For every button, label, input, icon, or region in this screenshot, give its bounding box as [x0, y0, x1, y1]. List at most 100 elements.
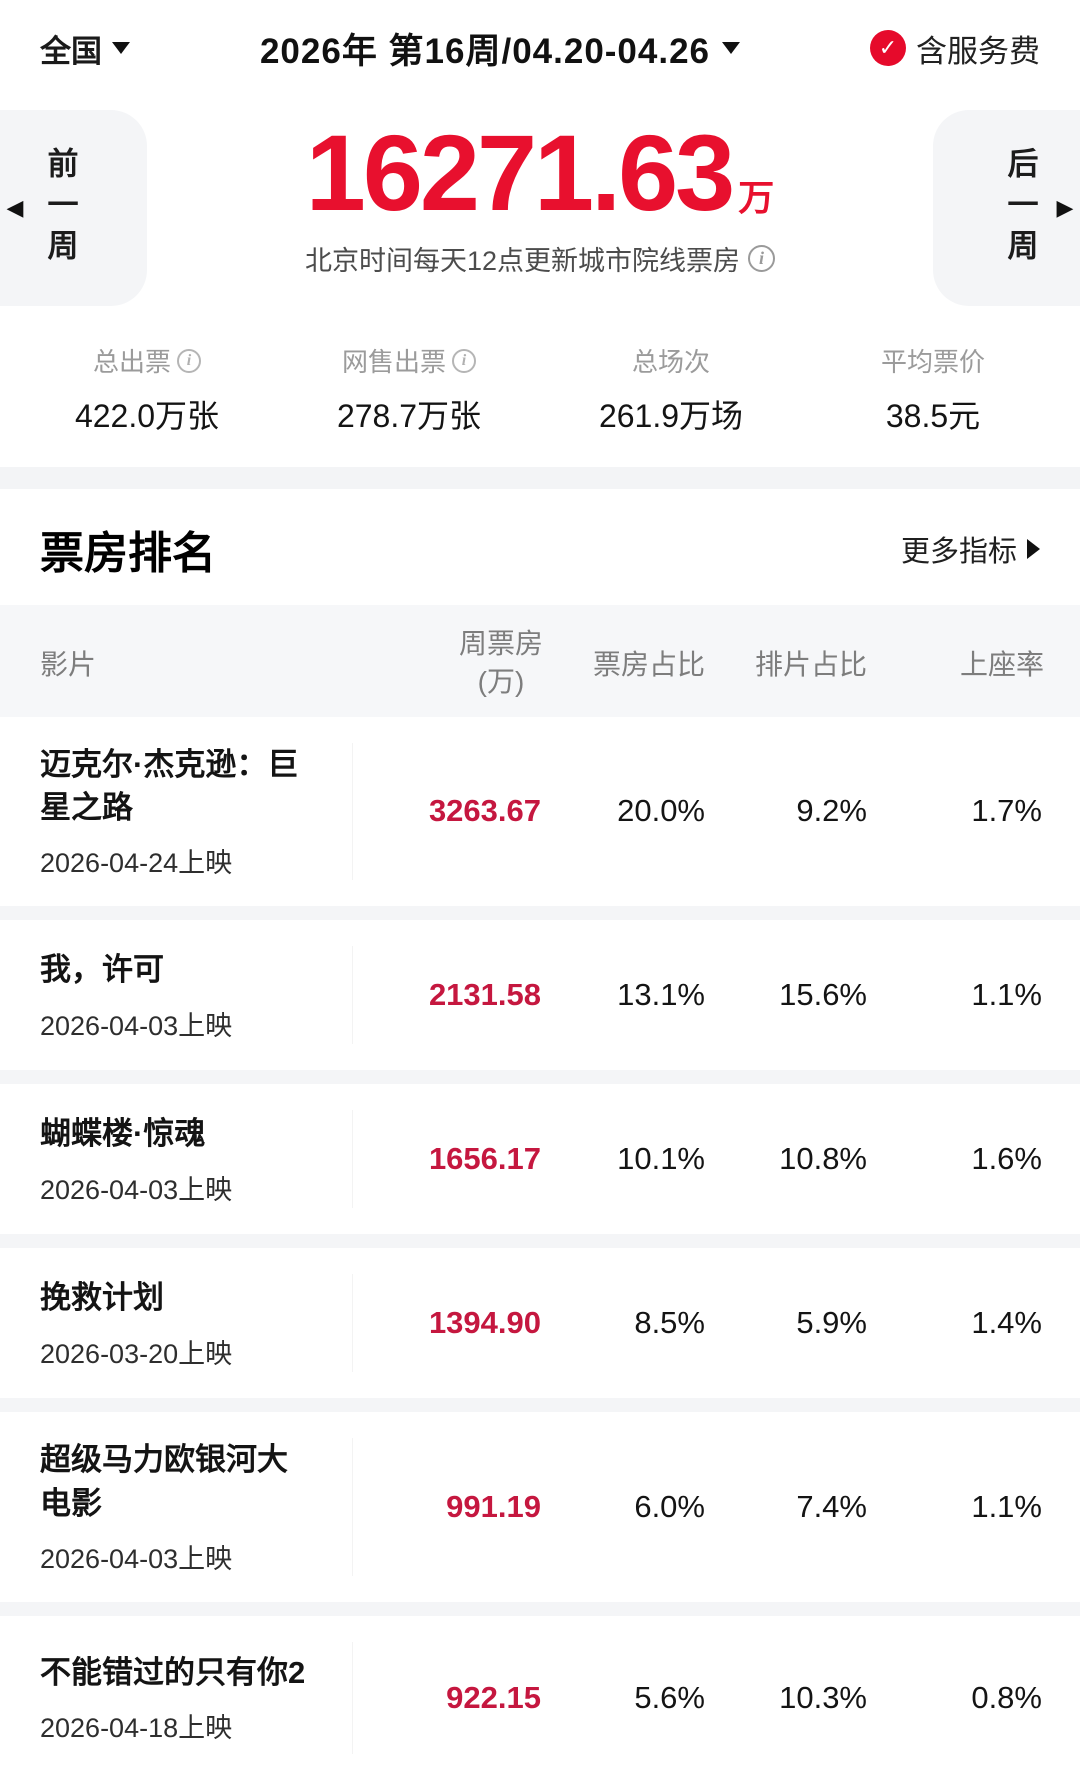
stat-label-text: 平均票价 — [880, 347, 985, 377]
week-title: 2026年 第16周/04.20-04.26 — [259, 31, 711, 71]
ranking-header: 票房排名 更多指标 — [0, 489, 1080, 605]
column-header-week-box-label: 周票房 — [458, 628, 543, 659]
more-indicators-button[interactable]: 更多指标 — [901, 528, 1040, 570]
film-title: 不能错过的只有你2 — [40, 1654, 306, 1690]
film-cell: 不能错过的只有你2 2026-04-18上映 — [0, 1642, 353, 1755]
attendance-value: 1.1% — [971, 977, 1042, 1013]
movie-row[interactable]: 挽救计划 2026-03-20上映 1394.90 8.5% 5.9% 1.4% — [0, 1248, 1080, 1413]
info-icon[interactable]: i — [177, 348, 201, 373]
stat-total-screenings: 总场次 261.9万场 — [540, 342, 802, 437]
box-share-value: 13.1% — [617, 977, 705, 1013]
attendance-value: 1.6% — [971, 1141, 1042, 1177]
hero-section: ◀ 前一周 后一周 ▶ 16271.63 万 北京时间每天12点更新城市院线票房 … — [0, 96, 1080, 328]
movie-row[interactable]: 我，许可 2026-04-03上映 2131.58 13.1% 15.6% 1.… — [0, 920, 1080, 1085]
top-bar: 全国 2026年 第16周/04.20-04.26 ✓ 含服务费 — [0, 0, 1080, 96]
arrow-right-icon: ▶ — [1056, 195, 1074, 220]
service-fee-toggle[interactable]: ✓ 含服务费 — [869, 26, 1040, 71]
film-cell: 超级马力欧银河大电影 2026-04-03上映 — [0, 1438, 353, 1577]
film-release-date: 2026-03-20上映 — [40, 1338, 233, 1369]
screen-share-value: 10.3% — [779, 1680, 867, 1716]
week-box-value: 922.15 — [446, 1680, 541, 1716]
film-title: 超级马力欧银河大电影 — [40, 1442, 288, 1521]
prev-week-button[interactable]: ◀ 前一周 — [0, 110, 147, 306]
film-title: 挽救计划 — [40, 1280, 164, 1316]
screen-share-value: 7.4% — [796, 1489, 867, 1525]
week-box-value: 991.19 — [446, 1489, 541, 1525]
stat-value: 38.5元 — [885, 398, 981, 434]
update-note-text: 北京时间每天12点更新城市院线票房 — [304, 246, 741, 277]
stat-value: 422.0万张 — [74, 398, 220, 434]
column-header-week-box-unit: (万) — [477, 665, 525, 697]
attendance-value: 1.7% — [971, 793, 1042, 829]
stat-label: 平均票价 — [802, 342, 1064, 379]
movie-row[interactable]: 超级马力欧银河大电影 2026-04-03上映 991.19 6.0% 7.4%… — [0, 1412, 1080, 1617]
stat-label: 总场次 — [540, 342, 802, 379]
film-release-date: 2026-04-24上映 — [40, 848, 233, 879]
info-icon[interactable]: i — [748, 245, 776, 273]
week-box-value: 1656.17 — [428, 1141, 541, 1177]
stat-average-price: 平均票价 38.5元 — [802, 342, 1064, 437]
weekly-total-value: 16271.63 — [305, 112, 735, 233]
film-cell: 蝴蝶楼·惊魂 2026-04-03上映 — [0, 1110, 353, 1209]
caret-right-icon — [1027, 539, 1040, 559]
box-share-value: 6.0% — [634, 1489, 705, 1525]
week-selector[interactable]: 2026年 第16周/04.20-04.26 — [259, 23, 741, 74]
section-divider — [0, 467, 1080, 489]
check-circle-icon: ✓ — [869, 30, 906, 66]
film-title: 迈克尔·杰克逊：巨星之路 — [40, 746, 299, 825]
stat-label-text: 总出票 — [92, 347, 171, 377]
week-box-value: 3263.67 — [428, 793, 541, 829]
film-cell: 挽救计划 2026-03-20上映 — [0, 1274, 353, 1373]
arrow-left-icon: ◀ — [6, 195, 24, 220]
week-box-value: 2131.58 — [428, 977, 541, 1013]
column-header-film: 影片 — [40, 648, 97, 680]
stat-label-text: 网售出票 — [341, 347, 446, 377]
film-release-date: 2026-04-03上映 — [40, 1544, 233, 1575]
week-box-value: 1394.90 — [428, 1305, 541, 1341]
column-header-screen-share: 排片占比 — [754, 648, 867, 680]
weekly-total-box-office: 16271.63 万 — [0, 96, 1080, 229]
film-release-date: 2026-04-03上映 — [40, 1010, 233, 1041]
column-header-attendance: 上座率 — [959, 648, 1044, 680]
stats-row: 总出票 i 422.0万张 网售出票 i 278.7万张 总场次 261.9万场… — [0, 328, 1080, 467]
box-share-value: 5.6% — [634, 1680, 705, 1716]
stat-value: 261.9万场 — [598, 398, 744, 434]
region-selector[interactable]: 全国 — [40, 26, 130, 71]
caret-down-icon — [112, 42, 130, 54]
table-header-row: 影片 周票房 (万) 票房占比 排片占比 上座率 — [0, 605, 1080, 717]
film-release-date: 2026-04-18上映 — [40, 1713, 233, 1744]
attendance-value: 1.4% — [971, 1305, 1042, 1341]
film-title: 蝴蝶楼·惊魂 — [40, 1116, 206, 1152]
ranking-title: 票房排名 — [40, 529, 216, 578]
caret-down-icon — [722, 42, 741, 54]
prev-week-label: 前一周 — [42, 146, 78, 270]
screen-share-value: 5.9% — [796, 1305, 867, 1341]
movie-row[interactable]: 不能错过的只有你2 2026-04-18上映 922.15 5.6% 10.3%… — [0, 1616, 1080, 1780]
stat-value: 278.7万张 — [336, 398, 482, 434]
attendance-value: 1.1% — [971, 1489, 1042, 1525]
next-week-button[interactable]: 后一周 ▶ — [933, 110, 1080, 306]
info-icon[interactable]: i — [452, 348, 476, 373]
update-note: 北京时间每天12点更新城市院线票房 i — [0, 239, 1080, 278]
more-indicators-label: 更多指标 — [900, 536, 1017, 568]
service-fee-label: 含服务费 — [915, 33, 1040, 69]
box-share-value: 20.0% — [617, 793, 705, 829]
next-week-label: 后一周 — [1002, 146, 1038, 270]
screen-share-value: 15.6% — [779, 977, 867, 1013]
film-release-date: 2026-04-03上映 — [40, 1174, 233, 1205]
box-share-value: 8.5% — [634, 1305, 705, 1341]
screen-share-value: 9.2% — [796, 793, 867, 829]
movie-row[interactable]: 蝴蝶楼·惊魂 2026-04-03上映 1656.17 10.1% 10.8% … — [0, 1084, 1080, 1249]
column-header-week-box: 周票房 (万) — [353, 625, 545, 701]
weekly-total-unit: 万 — [738, 177, 775, 218]
stat-label-text: 总场次 — [631, 347, 710, 377]
stat-label: 网售出票 i — [278, 342, 540, 379]
movie-row[interactable]: 迈克尔·杰克逊：巨星之路 2026-04-24上映 3263.67 20.0% … — [0, 716, 1080, 921]
film-cell: 迈克尔·杰克逊：巨星之路 2026-04-24上映 — [0, 742, 353, 881]
region-label: 全国 — [40, 33, 102, 69]
stat-label: 总出票 i — [16, 342, 278, 379]
film-title: 我，许可 — [40, 952, 164, 988]
screen-share-value: 10.8% — [779, 1141, 867, 1177]
film-cell: 我，许可 2026-04-03上映 — [0, 946, 353, 1045]
box-share-value: 10.1% — [617, 1141, 705, 1177]
